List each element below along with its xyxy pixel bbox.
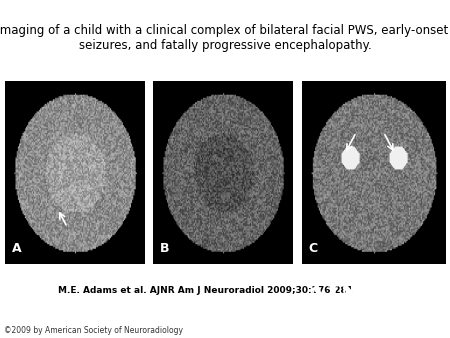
Text: AMERICAN JOURNAL OF NEURORADIOLOGY: AMERICAN JOURNAL OF NEURORADIOLOGY	[294, 314, 399, 319]
Text: ©2009 by American Society of Neuroradiology: ©2009 by American Society of Neuroradiol…	[4, 326, 184, 335]
Text: Serial imaging of a child with a clinical complex of bilateral facial PWS, early: Serial imaging of a child with a clinica…	[0, 24, 450, 52]
Text: B: B	[160, 242, 170, 255]
Text: AINR: AINR	[305, 285, 388, 312]
Text: C: C	[309, 242, 318, 255]
Text: A: A	[12, 242, 21, 255]
Text: M.E. Adams et al. AJNR Am J Neuroradiol 2009;30:276-281: M.E. Adams et al. AJNR Am J Neuroradiol …	[58, 286, 354, 295]
